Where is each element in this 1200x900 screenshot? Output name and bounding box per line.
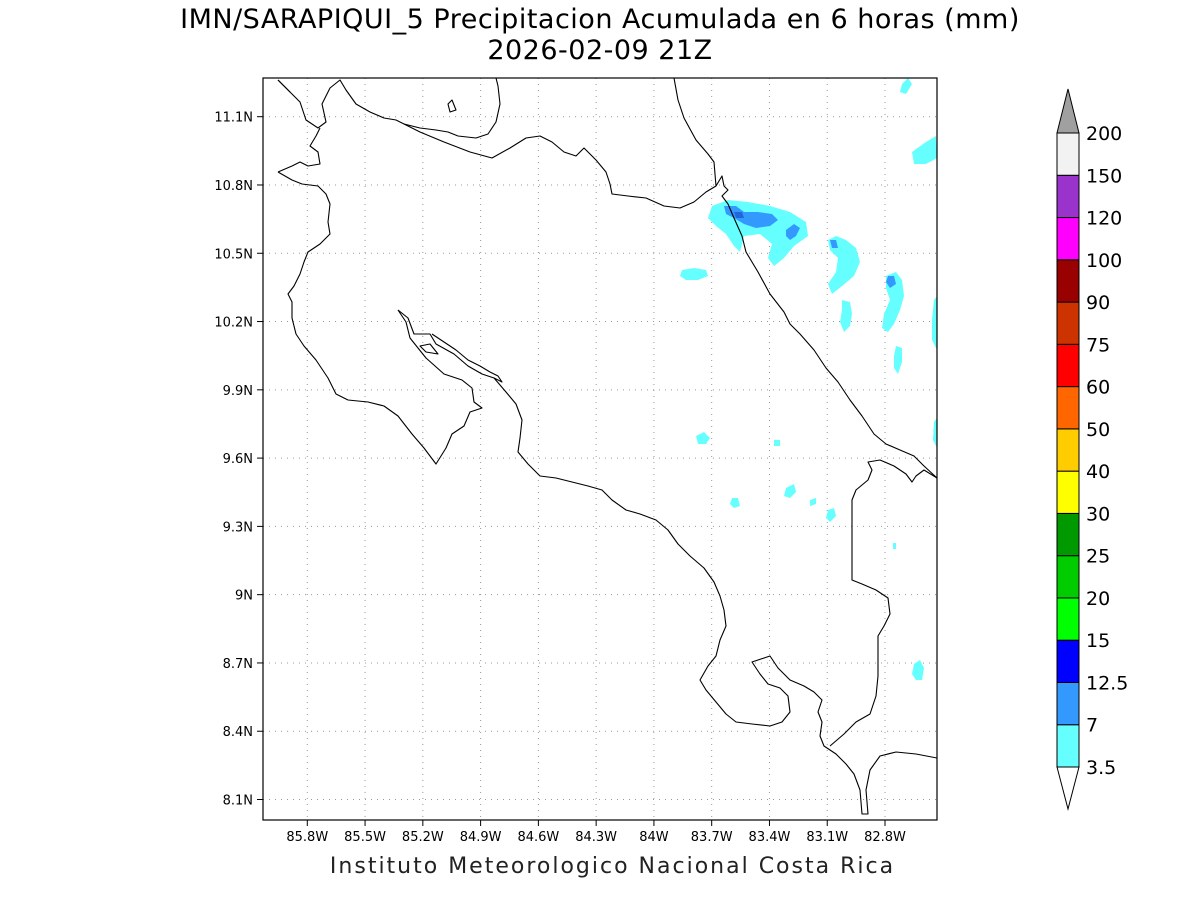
colorbar-label: 30 <box>1086 503 1110 525</box>
lon-tick-label: 85.5W <box>344 830 386 845</box>
colorbar-label: 200 <box>1086 123 1122 145</box>
lon-tick-label: 83.1W <box>806 830 848 845</box>
coastlines-and-borders <box>277 78 937 815</box>
colorbar-label: 12.5 <box>1086 672 1128 694</box>
lat-tick-label: 8.7N <box>223 657 253 672</box>
map-subtitle-datetime: 2026-02-09 21Z <box>487 35 713 66</box>
lat-tick-label: 9.9N <box>223 384 253 399</box>
lat-tick-label: 10.2N <box>214 316 253 331</box>
colorbar-box <box>1056 386 1080 430</box>
lon-tick-label: 85.8W <box>286 830 328 845</box>
lon-tick-label: 84.3W <box>575 830 617 845</box>
colorbar-boxes <box>1056 88 1080 811</box>
longitude-axis: 85.8W 85.5W 85.2W 84.9W 84.6W 84.3W 84W 83.7W 83… <box>286 820 906 845</box>
colorbar-label: 25 <box>1086 546 1110 568</box>
precip-dark-core <box>734 212 744 218</box>
lon-tick-label: 84W <box>639 830 669 845</box>
colorbar-label: 20 <box>1086 588 1110 610</box>
colorbar-label: 100 <box>1086 250 1122 272</box>
lat-tick-label: 9.6N <box>223 452 253 467</box>
lat-tick-label: 10.8N <box>214 179 253 194</box>
lon-tick-label: 84.9W <box>460 830 502 845</box>
colorbar-box <box>1056 681 1080 726</box>
precip-medium-areas <box>724 206 896 288</box>
lon-tick-label: 82.8W <box>864 830 906 845</box>
map-frame <box>262 77 938 821</box>
colorbar-box <box>1056 639 1080 683</box>
lat-tick-label: 9N <box>235 589 253 604</box>
lat-tick-label: 8.1N <box>223 794 253 809</box>
colorbar-label: 120 <box>1086 208 1122 230</box>
colorbar-box <box>1056 428 1080 472</box>
colorbar-bottom-arrow <box>1056 766 1080 811</box>
colorbar-box <box>1056 724 1080 768</box>
colorbar-box <box>1056 597 1080 641</box>
colorbar-labels: 3.5 7 12.5 15 20 25 30 40 50 60 75 90 100 120 150 200 <box>1086 123 1128 779</box>
colorbar-box <box>1056 174 1080 219</box>
colorbar-label: 150 <box>1086 165 1122 187</box>
colorbar-label: 90 <box>1086 292 1110 314</box>
colorbar-box <box>1056 259 1080 303</box>
colorbar-label: 40 <box>1086 461 1110 483</box>
colorbar-box <box>1056 301 1080 345</box>
colorbar-box <box>1056 132 1080 176</box>
colorbar-label: 3.5 <box>1086 757 1116 779</box>
colorbar-box <box>1056 512 1080 557</box>
colorbar-box <box>1056 470 1080 514</box>
lat-tick-label: 11.1N <box>214 111 253 126</box>
colorbar-box <box>1056 217 1080 261</box>
lon-tick-label: 85.2W <box>402 830 444 845</box>
map-title: IMN/SARAPIQUI_5 Precipitacion Acumulada … <box>180 4 1020 35</box>
colorbar-label: 50 <box>1086 419 1110 441</box>
lon-tick-label: 84.6W <box>517 830 559 845</box>
footer-credit: Instituto Meteorologico Nacional Costa R… <box>329 854 896 879</box>
lat-tick-label: 9.3N <box>223 520 253 535</box>
colorbar-label: 60 <box>1086 377 1110 399</box>
colorbar-label: 15 <box>1086 630 1110 652</box>
lon-tick-label: 83.7W <box>691 830 733 845</box>
lat-tick-label: 8.4N <box>223 725 253 740</box>
colorbar-top-arrow <box>1056 88 1080 134</box>
lat-tick-label: 10.5N <box>214 247 253 262</box>
colorbar-label: 7 <box>1086 715 1098 737</box>
lon-tick-label: 83.4W <box>749 830 791 845</box>
colorbar-box <box>1056 343 1080 388</box>
latitude-axis: 11.1N 10.8N 10.5N 10.2N 9.9N 9.6N 9.3N 9N 8.7N 8.… <box>214 111 263 809</box>
colorbar-label: 75 <box>1086 334 1110 356</box>
colorbar-box <box>1056 555 1080 599</box>
